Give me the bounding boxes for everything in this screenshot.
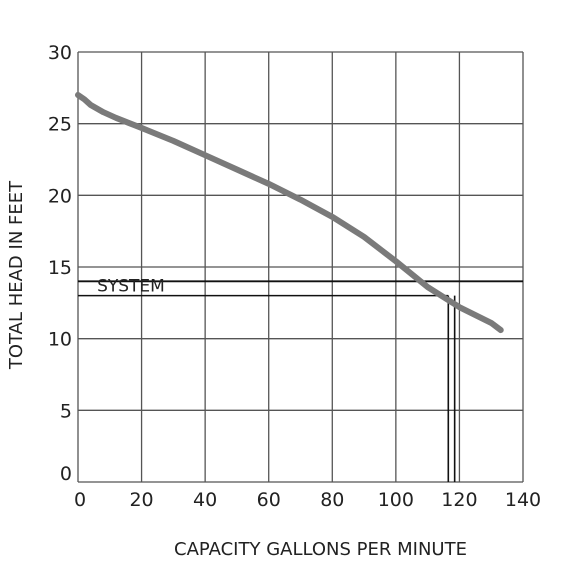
x-tick-label: 40 xyxy=(193,489,217,511)
x-tick-label: 140 xyxy=(505,489,541,511)
x-tick-label: 60 xyxy=(257,489,281,511)
y-tick-label: 5 xyxy=(60,400,72,422)
x-axis-title: CAPACITY GALLONS PER MINUTE xyxy=(174,539,467,560)
y-tick-label: 15 xyxy=(48,257,72,279)
y-tick-label: 10 xyxy=(48,329,72,351)
y-tick-label: 20 xyxy=(48,185,72,207)
y-tick-label: 25 xyxy=(48,114,72,136)
system-label: SYSTEM xyxy=(97,276,165,296)
x-tick-label: 120 xyxy=(441,489,477,511)
x-tick-label: 80 xyxy=(320,489,344,511)
y-tick-label: 0 xyxy=(60,463,72,485)
x-tick-label: 0 xyxy=(74,489,86,511)
x-tick-label: 20 xyxy=(129,489,153,511)
x-tick-label: 100 xyxy=(378,489,414,511)
pump-curve-series xyxy=(75,92,504,334)
y-axis-title: TOTAL HEAD IN FEET xyxy=(6,180,27,370)
y-tick-label: 30 xyxy=(48,42,72,64)
